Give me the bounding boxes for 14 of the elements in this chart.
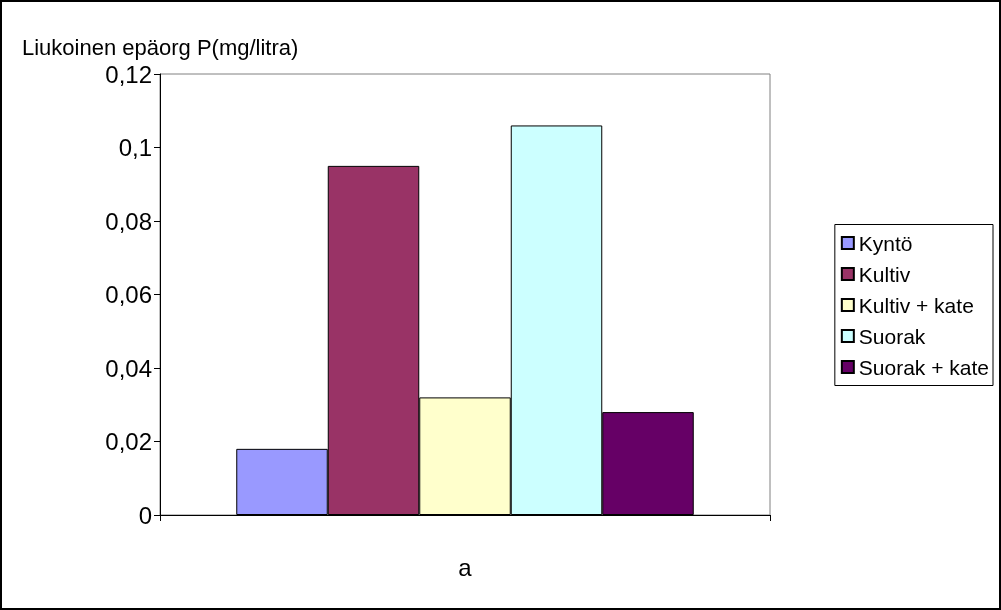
legend-label: Kultiv + kate	[858, 293, 974, 317]
y-tick-label: 0,1	[118, 134, 152, 161]
legend-label: Suorak + kate	[858, 355, 990, 379]
y-tick-label: 0,06	[105, 281, 152, 308]
legend-label: Kultiv	[858, 262, 911, 286]
y-axis-title: Liukoinen epäorg P(mg/litra)	[22, 34, 299, 60]
legend-label: Kyntö	[858, 231, 913, 255]
y-tick-label: 0	[138, 501, 152, 529]
y-tick-label: 0,04	[105, 354, 152, 382]
y-tick-label: 0,08	[105, 207, 152, 235]
y-tick-label: 0,12	[105, 60, 152, 88]
x-tick-label: a	[458, 553, 473, 581]
y-tick-label: 0,02	[105, 428, 152, 455]
legend-label: Suorak	[858, 324, 926, 348]
